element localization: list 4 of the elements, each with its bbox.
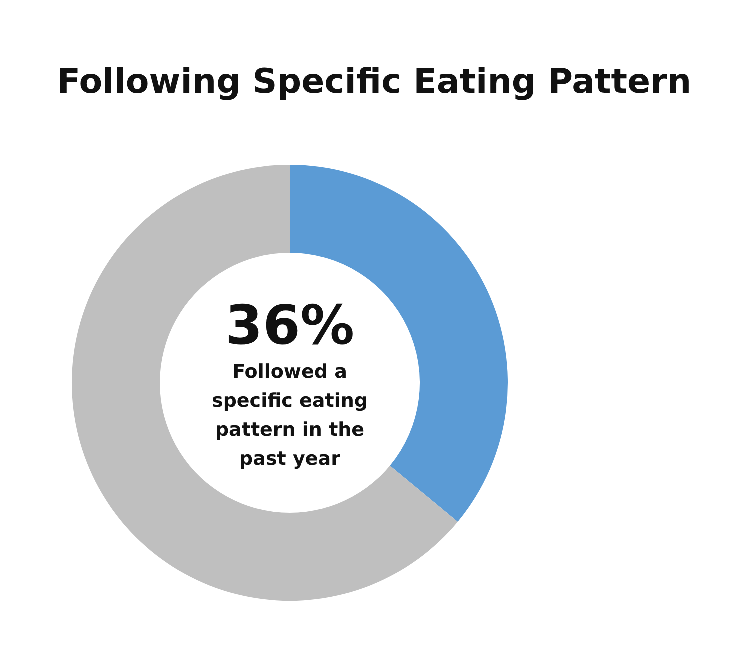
text: Followed a specific eating pattern in the past year (212, 361, 368, 470)
data-label: 36% (225, 294, 355, 357)
donut-slice (72, 165, 458, 601)
chart-title: Following Specific Eating Pattern (57, 62, 692, 102)
